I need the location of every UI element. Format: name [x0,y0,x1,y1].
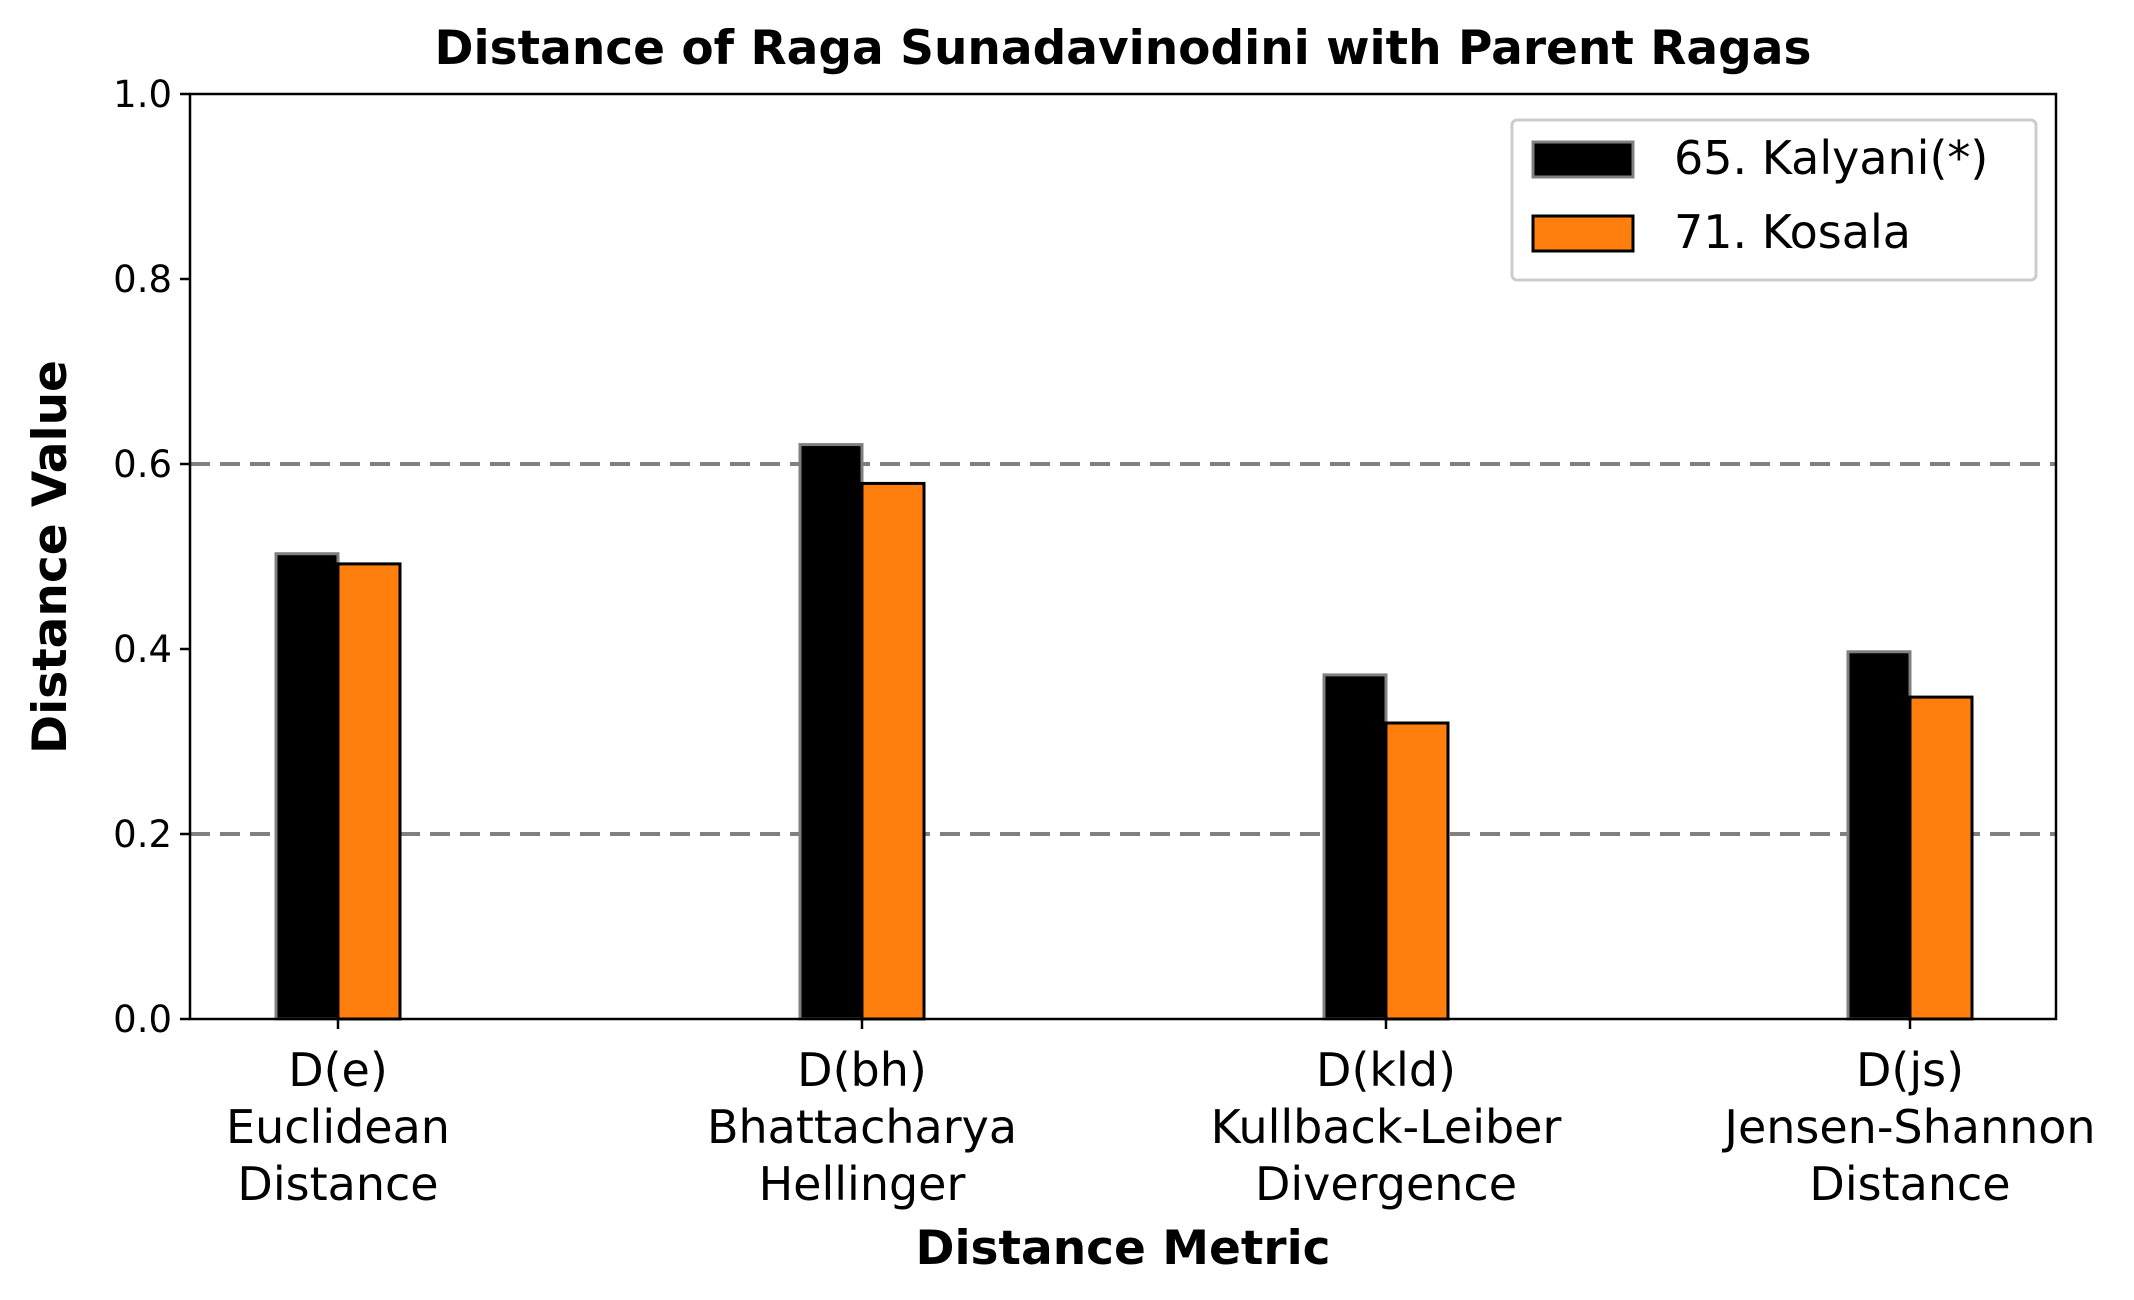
legend-label: 71. Kosala [1674,205,1911,259]
legend: 65. Kalyani(*) 71. Kosala [1510,118,2038,282]
x-tick-label: Divergence [1255,1157,1517,1211]
chart-title: Distance of Raga Sunadavinodini with Par… [435,21,1812,76]
legend-swatch [1531,140,1635,179]
legend-label: 65. Kalyani(*) [1674,131,1988,185]
y-tick-label: 0.4 [113,628,172,671]
bar [798,443,864,1021]
x-tick-label: Euclidean [226,1100,450,1154]
x-tick-label: Hellinger [759,1157,966,1211]
legend-box [1510,118,2038,282]
x-tick-label: D(kld) [1316,1043,1456,1097]
x-tick-label: Jensen-Shannon [1721,1100,2095,1154]
x-tick-label: D(bh) [797,1043,927,1097]
bar [1322,673,1388,1021]
y-tick-label: 0.6 [113,443,172,486]
x-tick-label: D(js) [1856,1043,1964,1097]
bar [1384,721,1450,1021]
y-tick-label: 0.2 [113,813,172,856]
x-tick-label: Distance [237,1157,438,1211]
x-tick-label: Distance [1809,1157,2010,1211]
y-axis-label: Distance Value [23,360,78,754]
bar [860,481,926,1021]
y-tick-label: 1.0 [113,73,172,116]
plot-frame [188,92,2058,1021]
x-tick-label: Bhattacharya [707,1100,1017,1154]
x-tick-label: D(e) [288,1043,388,1097]
bar [274,552,340,1021]
legend-swatch [1531,214,1635,253]
x-axis-label: Distance Metric [915,1221,1330,1276]
bar [336,562,402,1021]
x-tick-label: Kullback-Leiber [1211,1100,1562,1154]
bar [1908,695,1974,1021]
y-tick-label: 0.8 [113,258,172,301]
plot-area: 0.00.20.40.60.81.0D(e)EuclideanDistanceD… [113,73,2095,1211]
bar [1846,650,1912,1021]
y-tick-label: 0.0 [113,998,172,1041]
